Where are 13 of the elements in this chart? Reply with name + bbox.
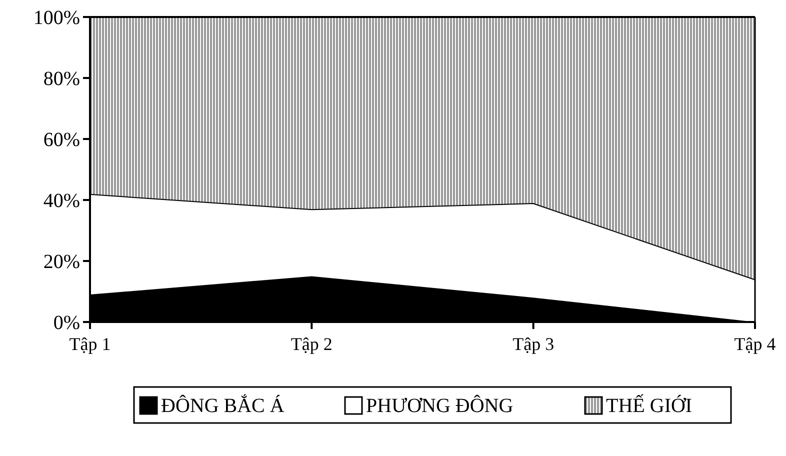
x-tick-label: Tập 1	[69, 334, 111, 354]
legend-label: PHƯƠNG ĐÔNG	[366, 394, 514, 417]
legend-label: ĐÔNG BẮC Á	[161, 394, 285, 417]
y-tick-label: 80%	[43, 68, 80, 90]
y-tick-label: 0%	[53, 312, 80, 334]
x-tick-label: Tập 3	[512, 334, 554, 354]
x-tick-label: Tập 4	[734, 334, 776, 354]
y-tick-label: 40%	[43, 190, 80, 212]
legend-label: THẾ GIỚI	[606, 394, 692, 417]
x-tick-label: Tập 2	[290, 334, 332, 354]
y-tick-label: 60%	[43, 129, 80, 151]
y-tick-label: 20%	[43, 251, 80, 273]
y-tick-label: 100%	[33, 7, 80, 29]
